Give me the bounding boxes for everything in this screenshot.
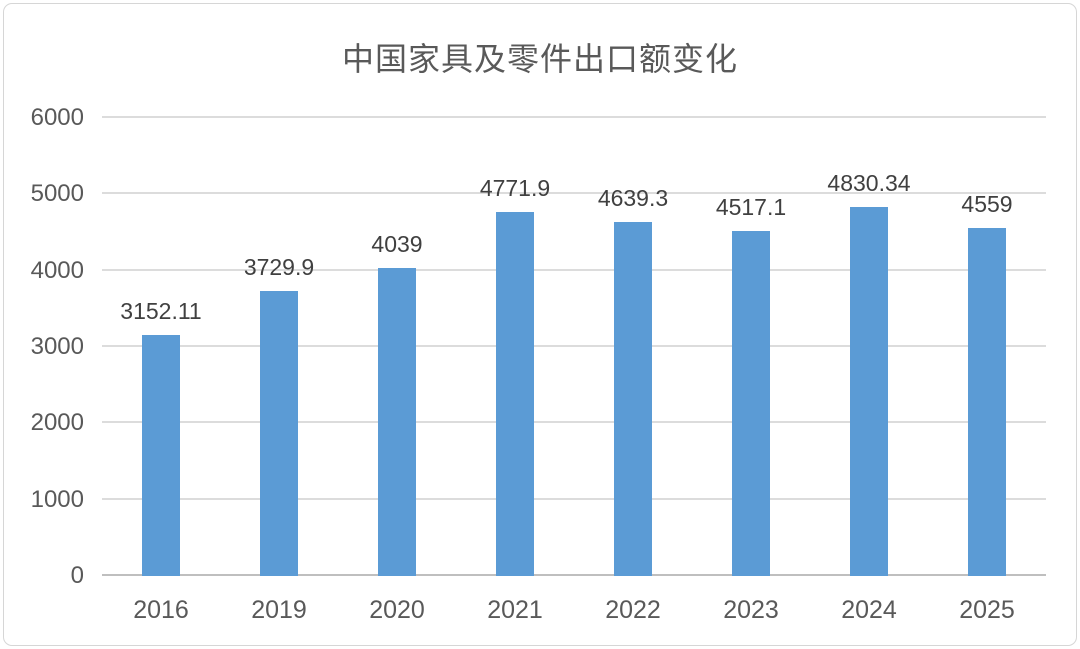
y-tick-label: 5000 [30, 180, 84, 208]
x-tick-label: 2019 [251, 596, 307, 624]
gridline [102, 345, 1046, 347]
x-tick-label: 2021 [487, 596, 543, 624]
bar-group: 4771.9 [456, 118, 574, 576]
bar [850, 207, 888, 576]
y-tick-label: 3000 [30, 333, 84, 360]
y-tick-label: 1000 [30, 485, 84, 513]
gridline [102, 116, 1046, 118]
gridline [102, 497, 1046, 500]
bar-group: 3152.11 [102, 118, 220, 576]
x-tick-label: 2020 [369, 596, 425, 624]
bar-series: 3152.11 3729.9 4039 4771.9 4639.3 4517.1 4830.… [102, 118, 1046, 576]
gridline [102, 268, 1046, 271]
bar [378, 267, 416, 576]
chart-title: 中国家具及零件出口额变化 [341, 41, 738, 77]
y-tick-label: 4000 [30, 256, 84, 284]
bar-group: 4517.1 [692, 118, 810, 576]
y-tick-label: 2000 [30, 409, 84, 437]
y-axis: 0 1000 2000 3000 4000 5000 6000 [4, 104, 84, 589]
bar [968, 228, 1006, 576]
bar-chart: 中国家具及零件出口额变化 0 1000 2000 3000 4000 5000 6000 3… [3, 3, 1077, 646]
bar-group: 4559 [928, 118, 1046, 576]
y-tick-label: 0 [70, 562, 84, 589]
bar-value-label: 3152.11 [120, 298, 202, 325]
bar-value-label: 4517.1 [715, 194, 787, 221]
bar-value-label: 4830.34 [827, 170, 911, 197]
gridline [102, 192, 1046, 195]
bar [732, 231, 770, 576]
bar-value-label: 4039 [371, 230, 423, 257]
y-tick-label: 6000 [30, 104, 84, 131]
bar-value-label: 4639.3 [597, 184, 669, 211]
x-tick-label: 2024 [841, 596, 897, 624]
gridline [102, 421, 1046, 424]
bar-group: 4039 [338, 118, 456, 576]
bar-group: 4639.3 [574, 118, 692, 576]
x-tick-label: 2023 [723, 596, 779, 624]
bar [496, 211, 534, 576]
bar [142, 335, 180, 576]
x-tick-label: 2022 [605, 596, 661, 624]
bar-value-label: 4559 [961, 191, 1013, 217]
bar [614, 221, 652, 576]
plot-area: 3152.11 3729.9 4039 4771.9 4639.3 4517.1 4830.… [102, 116, 1046, 576]
bar-group: 4830.34 [810, 118, 928, 576]
bar-group: 3729.9 [220, 118, 338, 576]
x-axis-baseline [102, 574, 1046, 576]
bar [260, 291, 298, 576]
x-tick-label: 2025 [959, 596, 1015, 624]
bar-value-label: 4771.9 [479, 174, 551, 201]
x-axis: 2016 2019 2020 2021 2022 2023 2024 2025 [102, 582, 1046, 632]
bar-value-label: 3729.9 [243, 254, 315, 281]
x-tick-label: 2016 [133, 596, 189, 624]
